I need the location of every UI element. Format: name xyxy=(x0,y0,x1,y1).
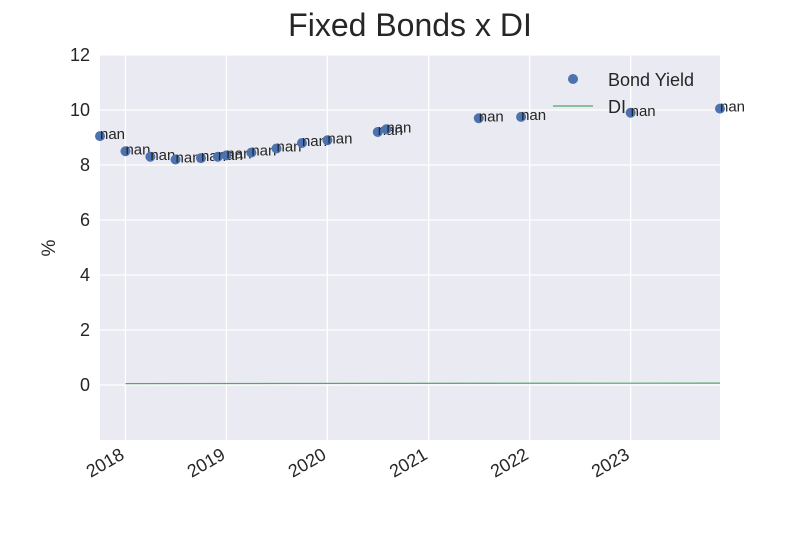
y-tick-label: 0 xyxy=(80,375,90,395)
x-tick-label: 2020 xyxy=(285,444,330,481)
legend-di-label: DI xyxy=(608,97,626,117)
legend-bond-label: Bond Yield xyxy=(608,70,694,90)
y-tick-label: 8 xyxy=(80,155,90,175)
point-annotation: nan xyxy=(327,130,352,147)
bond-yield-point xyxy=(625,107,636,118)
bond-yield-point xyxy=(221,150,232,161)
point-annotation: nan xyxy=(150,147,175,164)
bond-yield-point xyxy=(195,153,206,164)
y-axis-label: % xyxy=(39,239,60,256)
point-annotation: nan xyxy=(631,103,656,120)
bond-yield-point xyxy=(271,143,282,154)
y-tick-label: 2 xyxy=(80,320,90,340)
bond-yield-point xyxy=(120,146,131,157)
point-annotation: nan xyxy=(251,143,276,160)
y-tick-label: 6 xyxy=(80,210,90,230)
legend: Bond Yield DI xyxy=(553,70,694,117)
bond-yield-point xyxy=(715,103,725,114)
grid xyxy=(100,54,720,440)
chart-title: Fixed Bonds x DI xyxy=(288,7,532,43)
bond-yield-point xyxy=(516,111,527,122)
y-tick-label: 12 xyxy=(70,45,90,65)
bond-yield-point xyxy=(381,124,392,135)
point-annotation: nan xyxy=(125,141,150,158)
bond-yield-point xyxy=(212,151,223,162)
point-annotation: nan xyxy=(479,108,504,125)
y-tick-label: 4 xyxy=(80,265,90,285)
legend-bond-marker xyxy=(568,74,578,84)
x-tick-label: 2021 xyxy=(386,444,431,481)
y-tick-label: 10 xyxy=(70,100,90,120)
point-annotation: nan xyxy=(521,107,546,124)
bond-yield-point xyxy=(473,113,484,124)
bond-yield-point xyxy=(322,135,333,146)
point-annotation: nan xyxy=(226,145,251,162)
point-annotation: nan xyxy=(100,126,125,143)
point-annotation: nan xyxy=(386,119,411,136)
x-tick-label: 2019 xyxy=(184,444,229,481)
x-tick-label: 2018 xyxy=(83,444,128,481)
bond-yield-point xyxy=(95,131,105,142)
x-tick-label: 2023 xyxy=(588,444,633,481)
point-annotation: nan xyxy=(176,150,201,167)
di-line xyxy=(125,382,721,385)
plot-area xyxy=(100,55,720,440)
point-annotation: nan xyxy=(302,133,327,150)
point-annotation: nan xyxy=(720,99,745,116)
x-tick-label: 2022 xyxy=(487,444,532,481)
bond-yield-point xyxy=(372,127,383,137)
bond-yield-point xyxy=(145,151,156,162)
bond-yield-point xyxy=(296,138,307,148)
bond-yield-point xyxy=(170,154,181,165)
point-annotation: nan xyxy=(277,139,302,156)
bond-yield-point xyxy=(246,147,257,158)
